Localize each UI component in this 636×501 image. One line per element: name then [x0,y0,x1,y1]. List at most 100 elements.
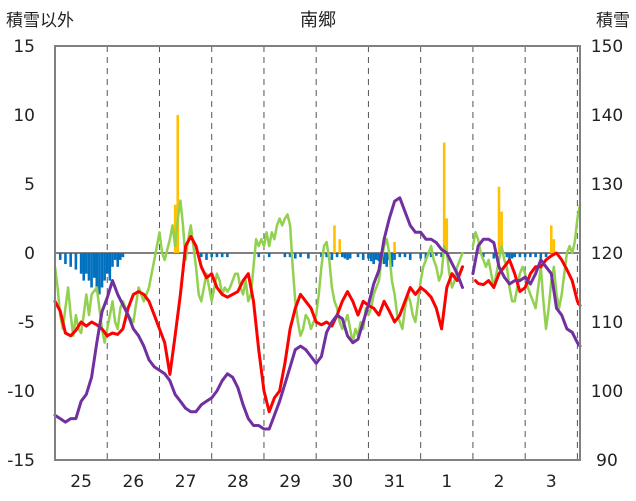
left-tick-labels: 15 10 5 0 -5 -10 -15 [7,37,35,471]
precip-bar [382,253,386,265]
left-tick-label: 5 [24,175,35,195]
precip-bar [390,253,394,267]
plot-area [53,45,582,461]
x-tick-label: 25 [70,472,92,492]
precip-bar [513,253,517,258]
left-tick-label: -10 [7,382,35,402]
right-tick-labels: 150 140 130 120 110 100 90 [591,37,623,471]
precip-bar [64,253,67,265]
series-lines [53,196,582,431]
precip-bar [442,142,446,253]
precip-bar [87,253,91,281]
precip-bar [215,253,219,258]
precip-bar [293,253,297,259]
precip-bar [220,253,224,258]
precip-bar [74,253,78,270]
right-tick-label: 90 [596,451,618,471]
precip-bar [508,253,511,260]
precip-bar [518,253,522,258]
left-axis-label: 積雪以外 [6,11,74,31]
precip-bar [95,253,99,292]
x-tick-label: 26 [123,472,145,492]
x-tick-label: 3 [546,472,557,492]
precip-bar [374,253,378,260]
precip-bar [393,241,396,253]
precip-bar [307,253,310,259]
x-tick-label: 30 [331,472,353,492]
precip-bar [320,253,323,258]
x-tick-label: 28 [227,472,249,492]
precip-bar [361,253,365,260]
precip-bar [549,225,553,253]
right-tick-label: 140 [591,106,623,126]
precip-bar [92,253,96,278]
precip-bar [226,253,229,258]
precip-bar [369,253,373,262]
precip-bar [429,253,433,258]
precip-bar [348,253,352,259]
x-tick-label: 29 [279,472,301,492]
left-tick-label: 0 [24,244,35,264]
precip-bar [492,253,496,259]
precip-bar [435,253,438,256]
precip-bar [103,253,106,281]
precip-bar [544,253,548,258]
precip-bar [173,204,177,253]
x-tick-label: 1 [441,472,452,492]
precip-bar [529,253,532,258]
precip-bar [341,253,344,258]
precip-bar [505,253,509,258]
precip-bar [408,253,412,260]
precip-bar [121,253,125,258]
series-line-purple [53,196,582,431]
precip-bar [367,253,370,259]
right-tick-label: 120 [591,244,623,264]
precip-bar [419,253,422,259]
precip-bar [90,253,93,288]
right-tick-label: 110 [591,313,623,333]
precip-bar [338,239,342,253]
precip-bar [111,253,114,267]
precip-bar [445,218,449,253]
precip-bar [113,253,117,260]
precip-bar [299,253,302,258]
precip-bar [346,253,349,260]
left-tick-label: 10 [13,106,35,126]
precip-bar [85,253,88,274]
precip-bar [257,253,261,258]
precip-bar [176,115,180,253]
precip-bar [210,253,214,258]
plot-frame [54,45,581,461]
precip-bar [108,253,112,281]
precip-bar [105,253,109,274]
right-tick-label: 100 [591,382,623,402]
precip-bar [500,211,503,253]
x-tick-label: 27 [175,472,197,492]
precip-bar [377,253,381,262]
precip-bar [267,253,271,258]
precip-bar [523,253,527,258]
precip-bar [79,253,83,274]
precip-bar [356,253,360,258]
precip-bar [398,253,402,258]
precip-bar [372,253,375,265]
precip-bar [58,253,62,260]
precip-bar [482,253,485,258]
precip-bar [205,253,208,260]
precip-bar [539,253,543,259]
precip-bar [385,253,389,267]
precip-bar [335,253,339,258]
chart-title: 南郷 [300,10,336,31]
right-tick-label: 130 [591,175,623,195]
precip-bar [82,253,86,281]
right-tick-label: 150 [591,37,623,57]
precip-bar [98,253,101,295]
precipitation-bars [58,115,556,295]
precip-bar [497,186,501,253]
precip-bar [343,253,347,259]
precip-bar [199,253,203,258]
precip-bar [510,253,514,259]
x-tick-label: 2 [494,472,505,492]
precip-bar [118,253,122,260]
